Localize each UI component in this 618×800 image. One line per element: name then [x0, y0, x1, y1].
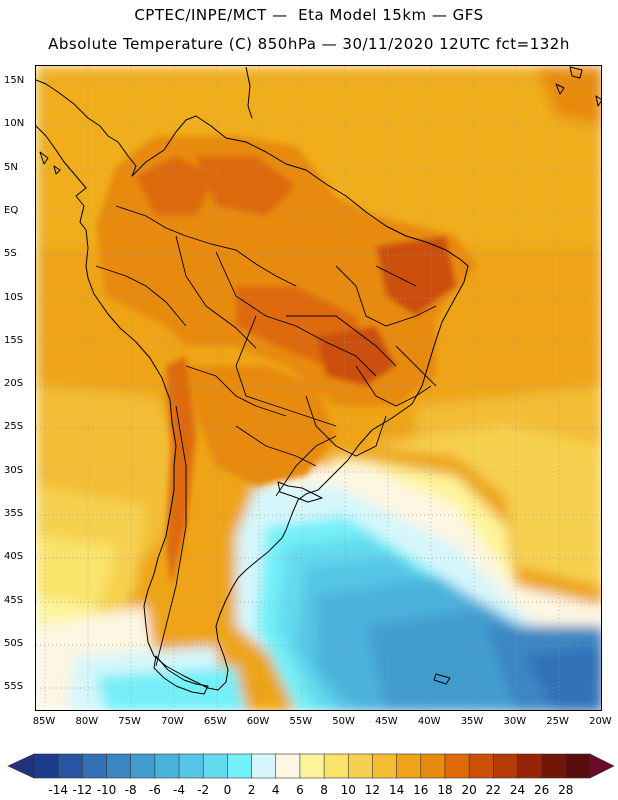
colorbar-swatch [420, 753, 446, 779]
colorbar-tick-label: -2 [197, 783, 210, 797]
lon-label: 25W [546, 716, 569, 727]
colorbar-tick-label: 6 [296, 783, 304, 797]
grid-lines [36, 66, 601, 710]
colorbar-tick-label: 28 [558, 783, 574, 797]
lat-label: 55S [4, 681, 24, 693]
lon-label: 80W [75, 716, 99, 727]
colorbar-tick-label: 26 [534, 783, 550, 797]
colorbar-tick-label: -8 [124, 783, 137, 797]
continent-warm-field [96, 136, 476, 586]
lon-label: 30W [503, 716, 527, 727]
colorbar-swatch [33, 753, 59, 779]
colorbar-swatch [372, 753, 398, 779]
colorbar-swatch [251, 753, 277, 779]
colorbar-swatch [347, 753, 374, 779]
lon-label: 35W [460, 716, 484, 727]
colorbar-swatch [323, 753, 349, 779]
lat-label: 15N [4, 75, 25, 86]
lat-label: 10N [4, 118, 25, 130]
lon-label: 65W [203, 716, 227, 727]
colorbar-tick-label: 24 [509, 783, 526, 797]
colorbar-swatch [517, 753, 543, 779]
lon-label: 60W [246, 716, 270, 727]
colorbar-swatch [178, 753, 204, 779]
lat-label: 25S [4, 421, 24, 433]
colorbar-tick-label: 12 [364, 783, 381, 797]
colorbar-swatch [468, 753, 494, 779]
colorbar-swatch [202, 753, 228, 779]
colorbar-tick-label: -14 [48, 783, 68, 797]
colorbar-swatch [82, 753, 108, 779]
lon-label: 85W [32, 716, 56, 727]
lon-label: 20W [589, 716, 612, 727]
colorbar-swatch [565, 753, 591, 779]
colorbar-swatch [154, 753, 180, 779]
lat-label: 10S [4, 291, 24, 303]
colorbar-swatch [493, 753, 519, 779]
colorbar [7, 753, 615, 779]
lat-label: 20S [4, 378, 24, 390]
colorbar-tick-label: -6 [148, 783, 161, 797]
colorbar-tick-label: -12 [72, 783, 93, 797]
lat-label: 5N [4, 161, 18, 173]
map-canvas [36, 66, 601, 710]
colorbar-tick-label: 4 [271, 783, 280, 797]
colorbar-swatch [299, 753, 325, 779]
temperature-field [36, 66, 601, 710]
colorbar-swatch [541, 753, 567, 779]
lon-label: 75W [118, 716, 141, 727]
lat-label: 5S [4, 248, 17, 260]
lon-label: 55W [289, 716, 313, 727]
colorbar-tick-label: 22 [485, 783, 501, 797]
lon-label: 70W [161, 716, 184, 727]
colorbar-tick-label: 10 [340, 783, 356, 797]
colorbar-tick-label: -4 [173, 783, 186, 797]
lat-label: 45S [4, 594, 24, 606]
lat-label: 15S [4, 334, 24, 346]
colorbar-tick-label: 20 [461, 783, 477, 797]
lat-label: 40S [4, 551, 24, 563]
lat-label: 50S [4, 637, 24, 649]
colorbar-swatch [275, 753, 301, 779]
colorbar-tick-label: 2 [247, 783, 256, 797]
temperature-map [35, 65, 602, 711]
colorbar-tick-label: 0 [223, 783, 232, 797]
colorbar-swatch [396, 753, 422, 779]
colorbar-swatch [444, 753, 470, 779]
colorbar-tick-label: 16 [413, 783, 429, 797]
lon-label: 50W [332, 716, 355, 727]
colorbar-tick-label: 8 [320, 783, 328, 797]
colorbar-swatch [106, 753, 132, 779]
lat-label: 30S [4, 464, 24, 476]
colorbar-under-arrow [7, 753, 35, 779]
lon-label: 45W [375, 716, 398, 727]
lat-label: 35S [4, 508, 24, 519]
colorbar-swatch [57, 753, 83, 779]
title-line-2: Absolute Temperature (C) 850hPa — 30/11/… [48, 35, 570, 53]
colorbar-tick-label: 18 [437, 783, 453, 797]
colorbar-tick-label: 14 [388, 783, 405, 797]
colorbar-swatch [227, 753, 253, 779]
lon-label: 40W [417, 716, 441, 727]
country-borders [95, 205, 437, 667]
colorbar-swatch [130, 753, 156, 779]
lat-label: EQ [4, 204, 19, 216]
title-line-1: CPTEC/INPE/MCT — Eta Model 15km — GFS [134, 6, 484, 24]
colorbar-over-arrow [589, 753, 615, 779]
coastline [36, 66, 601, 695]
colorbar-tick-label: -10 [96, 783, 117, 797]
